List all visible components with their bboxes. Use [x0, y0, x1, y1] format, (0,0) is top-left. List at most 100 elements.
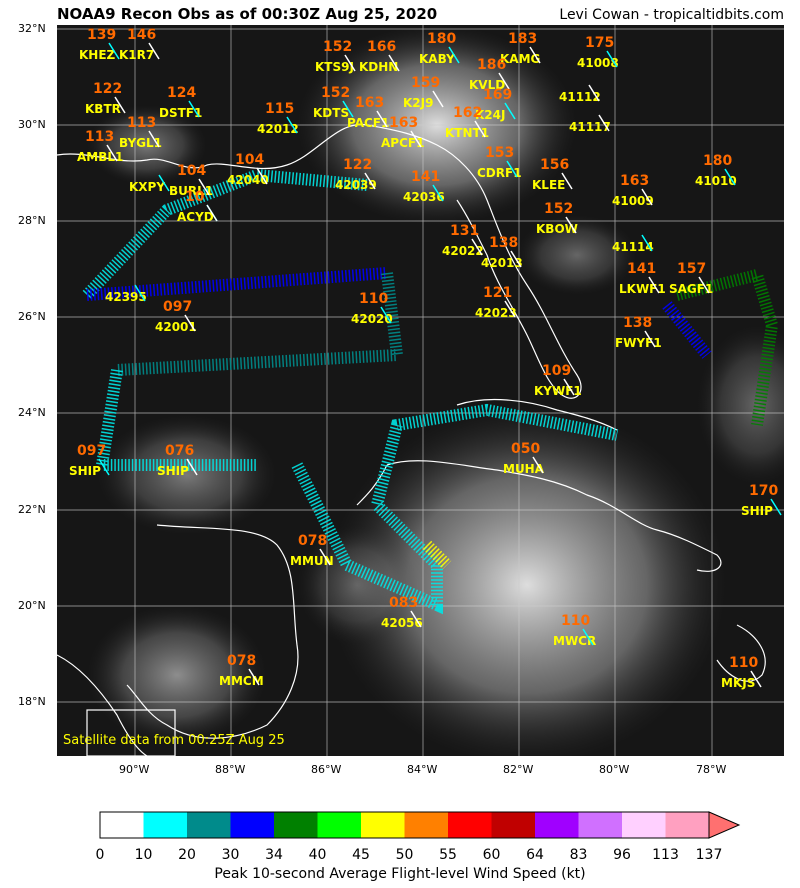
station-id-label: MMCM — [219, 674, 264, 688]
station-id-label: PACF1 — [347, 116, 389, 130]
station-id-label: CDRF1 — [477, 166, 522, 180]
wind-barb — [319, 548, 331, 566]
lat-tick-22: 22°N — [18, 503, 46, 516]
colorbar-segment — [578, 812, 622, 838]
station-id-label: 42056 — [381, 616, 423, 630]
station-observations: 139KHEZ146K1R7122KBTR124DSTF1113BYGL1113… — [69, 27, 782, 690]
wind-barb — [198, 178, 210, 196]
station-id-label: 41009 — [612, 194, 654, 208]
station-id-label: KABY — [419, 52, 455, 66]
colorbar-tick: 20 — [178, 847, 196, 863]
wind-barb — [206, 204, 218, 222]
station-id-label: SAGF1 — [669, 282, 713, 296]
station-id-label: KXPY — [129, 180, 165, 194]
wind-barb — [504, 300, 516, 318]
colorbar-tick: 45 — [352, 847, 370, 863]
station-wind-value: 159 — [411, 75, 440, 91]
wind-barb — [698, 276, 710, 294]
flight-track-leg — [291, 403, 619, 615]
station-id-label: BYGL1 — [119, 136, 162, 150]
station-wind-value: 113 — [85, 129, 114, 145]
wind-barb — [471, 238, 483, 256]
station-wind-value: 113 — [127, 115, 156, 131]
station-wind-value: 097 — [77, 443, 106, 459]
station-wind-value: 152 — [321, 85, 350, 101]
colorbar-segment — [274, 812, 318, 838]
station-wind-value: 104 — [177, 163, 206, 179]
station-id-label: DSTF1 — [159, 106, 202, 120]
station-wind-value: 078 — [298, 533, 327, 549]
wind-barb — [474, 120, 486, 138]
colorbar-tick: 83 — [569, 847, 588, 863]
colorbar-tick: 60 — [482, 847, 501, 863]
colorbar-tick: 0 — [95, 847, 105, 863]
colorbar-label: Peak 10-second Average Flight-level Wind… — [214, 866, 586, 882]
station-wind-value: 110 — [359, 291, 388, 307]
flight-track-leg — [422, 540, 452, 570]
station-id-label: KTNT1 — [445, 126, 489, 140]
station-wind-value: 10 — [185, 189, 205, 205]
station-id-label: MMUN — [290, 554, 334, 568]
station-wind-value: 180 — [427, 31, 456, 47]
station-id-label: KDHN — [359, 60, 398, 74]
colorbar-segment — [665, 812, 709, 838]
station-id-label: KDTS — [313, 106, 349, 120]
lat-tick-28: 28°N — [18, 214, 46, 227]
colorbar-tick: 50 — [395, 847, 414, 863]
station-id-label: 42395 — [105, 290, 147, 304]
colorbar — [99, 811, 741, 839]
lat-lon-grid — [57, 25, 784, 756]
station-wind-value: 076 — [165, 443, 194, 459]
lon-tick-90: 90°W — [119, 763, 150, 776]
station-wind-value: 170 — [749, 483, 778, 499]
wind-barb — [248, 668, 260, 686]
wind-barb — [344, 54, 356, 72]
station-id-label: MWCR — [553, 634, 596, 648]
lon-tick-78: 78°W — [696, 763, 727, 776]
station-wind-value: 163 — [620, 173, 649, 189]
wind-barb — [504, 102, 516, 120]
wind-barb — [724, 168, 736, 186]
lat-tick-20: 20°N — [18, 599, 46, 612]
station-id-label: MUHA — [503, 462, 545, 476]
colorbar-segment — [448, 812, 492, 838]
station-wind-value: 156 — [540, 157, 569, 173]
station-id-label: KLEE — [532, 178, 565, 192]
wind-barb — [770, 498, 782, 516]
colorbar-segment — [622, 812, 666, 838]
station-wind-value: 097 — [163, 299, 192, 315]
colorbar-segment — [187, 812, 231, 838]
colorbar-tick: 10 — [134, 847, 153, 863]
flight-track-leg — [116, 272, 404, 376]
station-wind-value: 115 — [265, 101, 294, 117]
flight-track-leg — [662, 301, 712, 359]
wind-barb — [641, 234, 653, 252]
wind-barb — [565, 216, 577, 234]
station-wind-value: 175 — [585, 35, 614, 51]
wind-barb — [529, 46, 541, 64]
lat-tick-30: 30°N — [18, 118, 46, 131]
station-id-label: K2J9 — [403, 96, 433, 110]
colorbar-segment — [230, 812, 274, 838]
station-id-label: 42020 — [351, 312, 393, 326]
lon-tick-84: 84°W — [407, 763, 438, 776]
flight-track — [82, 168, 779, 615]
station-wind-value: 122 — [93, 81, 122, 97]
station-id-label: K1R7 — [119, 48, 154, 62]
station-wind-value: 109 — [542, 363, 571, 379]
lon-tick-88: 88°W — [215, 763, 246, 776]
station-wind-value: 121 — [483, 285, 512, 301]
station-id-label: 41112 — [559, 90, 601, 104]
wind-barb — [563, 378, 575, 396]
colorbar-tick: 113 — [652, 847, 679, 863]
lat-tick-24: 24°N — [18, 406, 46, 419]
station-id-label: 42013 — [481, 256, 523, 270]
colorbar-segment — [361, 812, 405, 838]
station-id-label: LKWF1 — [619, 282, 666, 296]
wind-barb — [432, 90, 444, 108]
colorbar-tick: 30 — [221, 847, 240, 863]
station-id-label: 41008 — [577, 56, 619, 70]
station-id-label: 42040 — [227, 173, 269, 187]
wind-barb — [582, 628, 594, 646]
wind-barb — [532, 456, 544, 474]
